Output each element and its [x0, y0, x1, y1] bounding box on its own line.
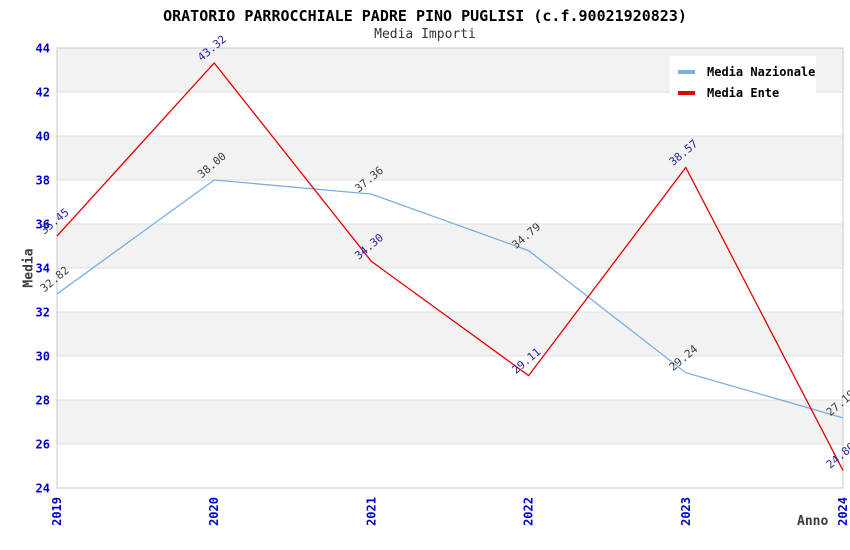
y-tick-label: 30 [36, 350, 50, 364]
plot-band [57, 136, 843, 180]
chart-subtitle: Media Importi [374, 27, 476, 42]
chart-title: ORATORIO PARROCCHIALE PADRE PINO PUGLISI… [163, 7, 687, 25]
plot-band [57, 180, 843, 224]
legend-label: Media Ente [707, 85, 780, 100]
plot-band [57, 268, 843, 312]
legend-item-media-nazionale: Media Nazionale [678, 61, 816, 82]
y-tick-label: 42 [36, 86, 50, 100]
y-tick-label: 34 [36, 262, 50, 276]
x-tick-label: 2022 [522, 497, 536, 526]
plot-border [56, 47, 844, 489]
y-tick-label: 24 [36, 482, 50, 496]
y-tick-label: 38 [36, 174, 50, 188]
series-line-media-ente [56, 61, 844, 471]
plot-band [57, 400, 843, 444]
x-tick-label: 2019 [50, 497, 64, 526]
y-tick-label: 44 [36, 42, 50, 56]
y-tick-label: 36 [36, 218, 50, 232]
y-tick-label: 32 [36, 306, 50, 320]
y-tick-label: 40 [36, 130, 50, 144]
y-tick-label: 28 [36, 394, 50, 408]
legend-line-swatch [678, 90, 695, 95]
legend-item-media-ente: Media Ente [678, 82, 816, 103]
legend-label: Media Nazionale [707, 64, 816, 79]
y-axis-label: Media [21, 248, 37, 288]
x-tick-label: 2020 [207, 497, 221, 526]
plot-band [57, 224, 843, 268]
plot-band [57, 312, 843, 356]
x-tick-label: 2021 [364, 497, 378, 526]
y-tick-label: 26 [36, 438, 50, 452]
x-tick-label: 2023 [679, 497, 693, 526]
legend: Media Nazionale Media Ente [670, 56, 816, 108]
plot-band [57, 356, 843, 400]
plot-band [57, 444, 843, 488]
x-axis-label: Anno [797, 514, 829, 529]
series-line-media-nazionale [56, 179, 844, 419]
legend-line-swatch [678, 69, 695, 74]
x-tick-label: 2024 [836, 497, 850, 526]
